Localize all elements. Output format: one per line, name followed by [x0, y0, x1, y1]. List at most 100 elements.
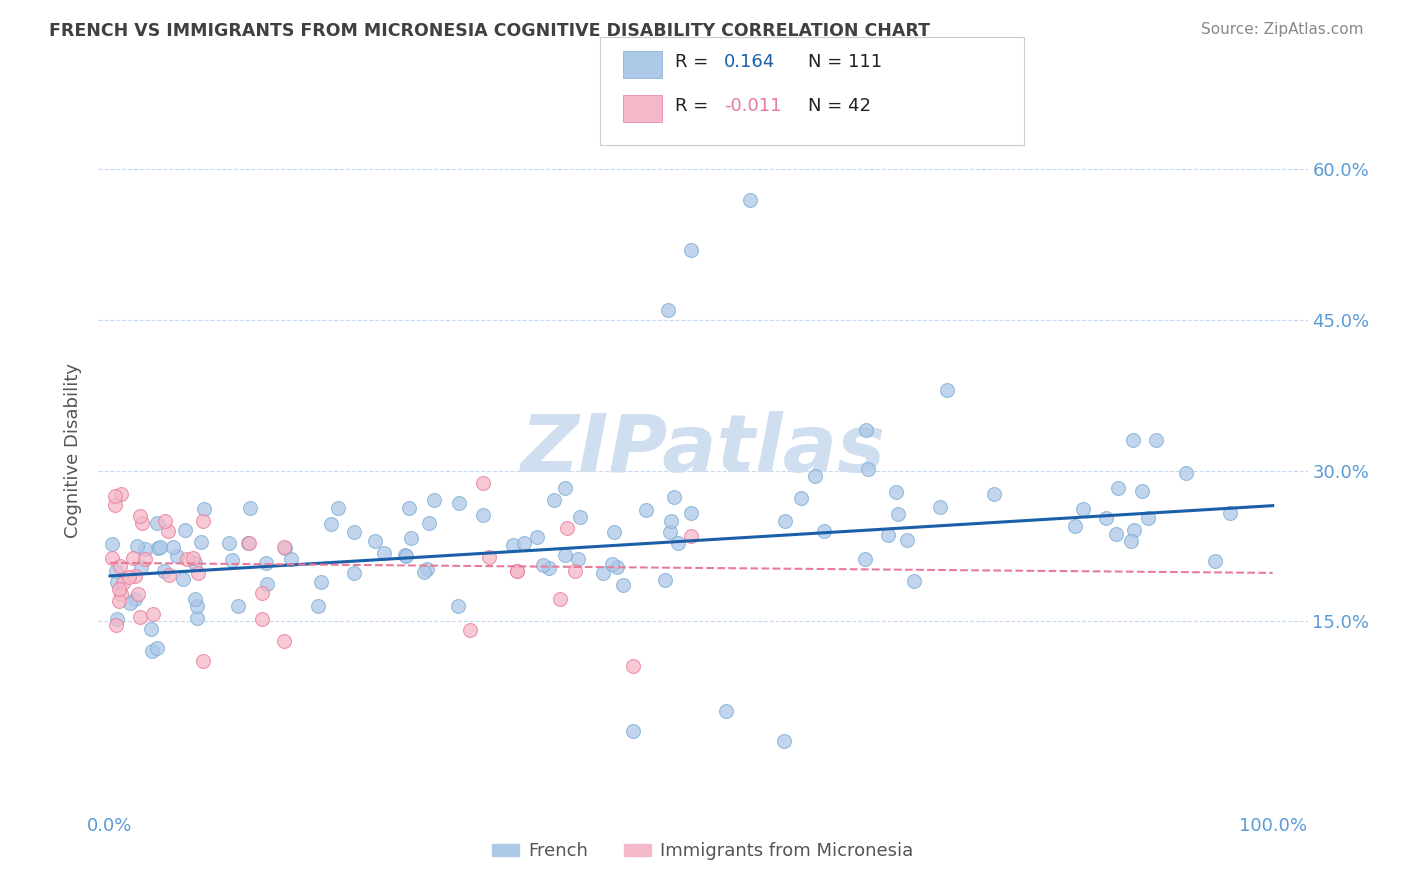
Point	[876, 528, 898, 542]
Point	[145, 516, 167, 530]
Point	[853, 551, 876, 566]
Point	[139, 622, 162, 636]
Point	[190, 534, 212, 549]
Point	[416, 562, 439, 576]
Point	[1130, 484, 1153, 499]
Point	[110, 587, 132, 601]
Point	[1204, 554, 1226, 568]
Point	[153, 514, 176, 528]
Point	[1105, 527, 1128, 541]
Text: FRENCH VS IMMIGRANTS FROM MICRONESIA COGNITIVE DISABILITY CORRELATION CHART: FRENCH VS IMMIGRANTS FROM MICRONESIA COG…	[49, 22, 931, 40]
Point	[343, 525, 366, 540]
Point	[307, 599, 329, 613]
Point	[398, 500, 420, 515]
Text: N = 111: N = 111	[808, 53, 883, 70]
Text: R =: R =	[675, 53, 714, 70]
Point	[928, 500, 950, 515]
Point	[157, 524, 180, 538]
Point	[319, 517, 342, 532]
Point	[146, 541, 169, 556]
Point	[187, 566, 209, 581]
Point	[108, 558, 131, 573]
Point	[738, 193, 761, 207]
Point	[110, 487, 132, 501]
Point	[104, 498, 127, 512]
Point	[1219, 507, 1241, 521]
Point	[664, 490, 686, 504]
Point	[118, 570, 141, 584]
Point	[1136, 511, 1159, 525]
Point	[395, 549, 418, 563]
Point	[654, 573, 676, 587]
Text: 0.164: 0.164	[724, 53, 775, 70]
Point	[326, 501, 349, 516]
Point	[513, 536, 536, 550]
Point	[181, 550, 204, 565]
Point	[193, 501, 215, 516]
Point	[472, 476, 495, 491]
Point	[145, 640, 167, 655]
Point	[141, 643, 163, 657]
Point	[311, 574, 333, 589]
Point	[422, 492, 444, 507]
Point	[657, 303, 679, 318]
Point	[162, 541, 184, 555]
Point	[666, 536, 689, 550]
Point	[531, 558, 554, 572]
Point	[603, 525, 626, 540]
Point	[1094, 510, 1116, 524]
Text: -0.011: -0.011	[724, 97, 782, 115]
Text: R =: R =	[675, 97, 714, 115]
Point	[129, 560, 152, 574]
Point	[896, 533, 918, 548]
Point	[125, 539, 148, 553]
Point	[418, 516, 440, 531]
Point	[364, 534, 387, 549]
Point	[1119, 533, 1142, 548]
Point	[526, 530, 548, 544]
Point	[273, 540, 295, 554]
Point	[183, 591, 205, 606]
Point	[134, 542, 156, 557]
Point	[373, 546, 395, 560]
Point	[107, 594, 129, 608]
Text: N = 42: N = 42	[808, 97, 872, 115]
Point	[1175, 467, 1198, 481]
Point	[394, 549, 416, 563]
Point	[250, 612, 273, 626]
Point	[184, 556, 207, 570]
Point	[105, 574, 128, 589]
Point	[1144, 434, 1167, 448]
Point	[239, 501, 262, 516]
Point	[1064, 518, 1087, 533]
Point	[886, 485, 908, 500]
Point	[773, 734, 796, 748]
Point	[858, 461, 880, 475]
Point	[166, 549, 188, 563]
Point	[111, 576, 134, 591]
Point	[681, 529, 703, 543]
Point	[256, 576, 278, 591]
Point	[1122, 434, 1144, 448]
Point	[149, 540, 172, 554]
Point	[449, 496, 471, 510]
Point	[221, 553, 243, 567]
Point	[659, 514, 682, 528]
Point	[105, 612, 128, 626]
Text: ZIPatlas: ZIPatlas	[520, 411, 886, 490]
Point	[679, 507, 702, 521]
Point	[129, 509, 152, 524]
Point	[790, 491, 813, 505]
Point	[887, 507, 910, 521]
Point	[502, 538, 524, 552]
Point	[104, 490, 127, 504]
Point	[606, 560, 628, 574]
Point	[191, 654, 214, 668]
Point	[186, 611, 208, 625]
Point	[447, 599, 470, 613]
Point	[122, 551, 145, 566]
Point	[803, 469, 825, 483]
Point	[621, 724, 644, 739]
Point	[273, 634, 295, 648]
Point	[280, 552, 302, 566]
